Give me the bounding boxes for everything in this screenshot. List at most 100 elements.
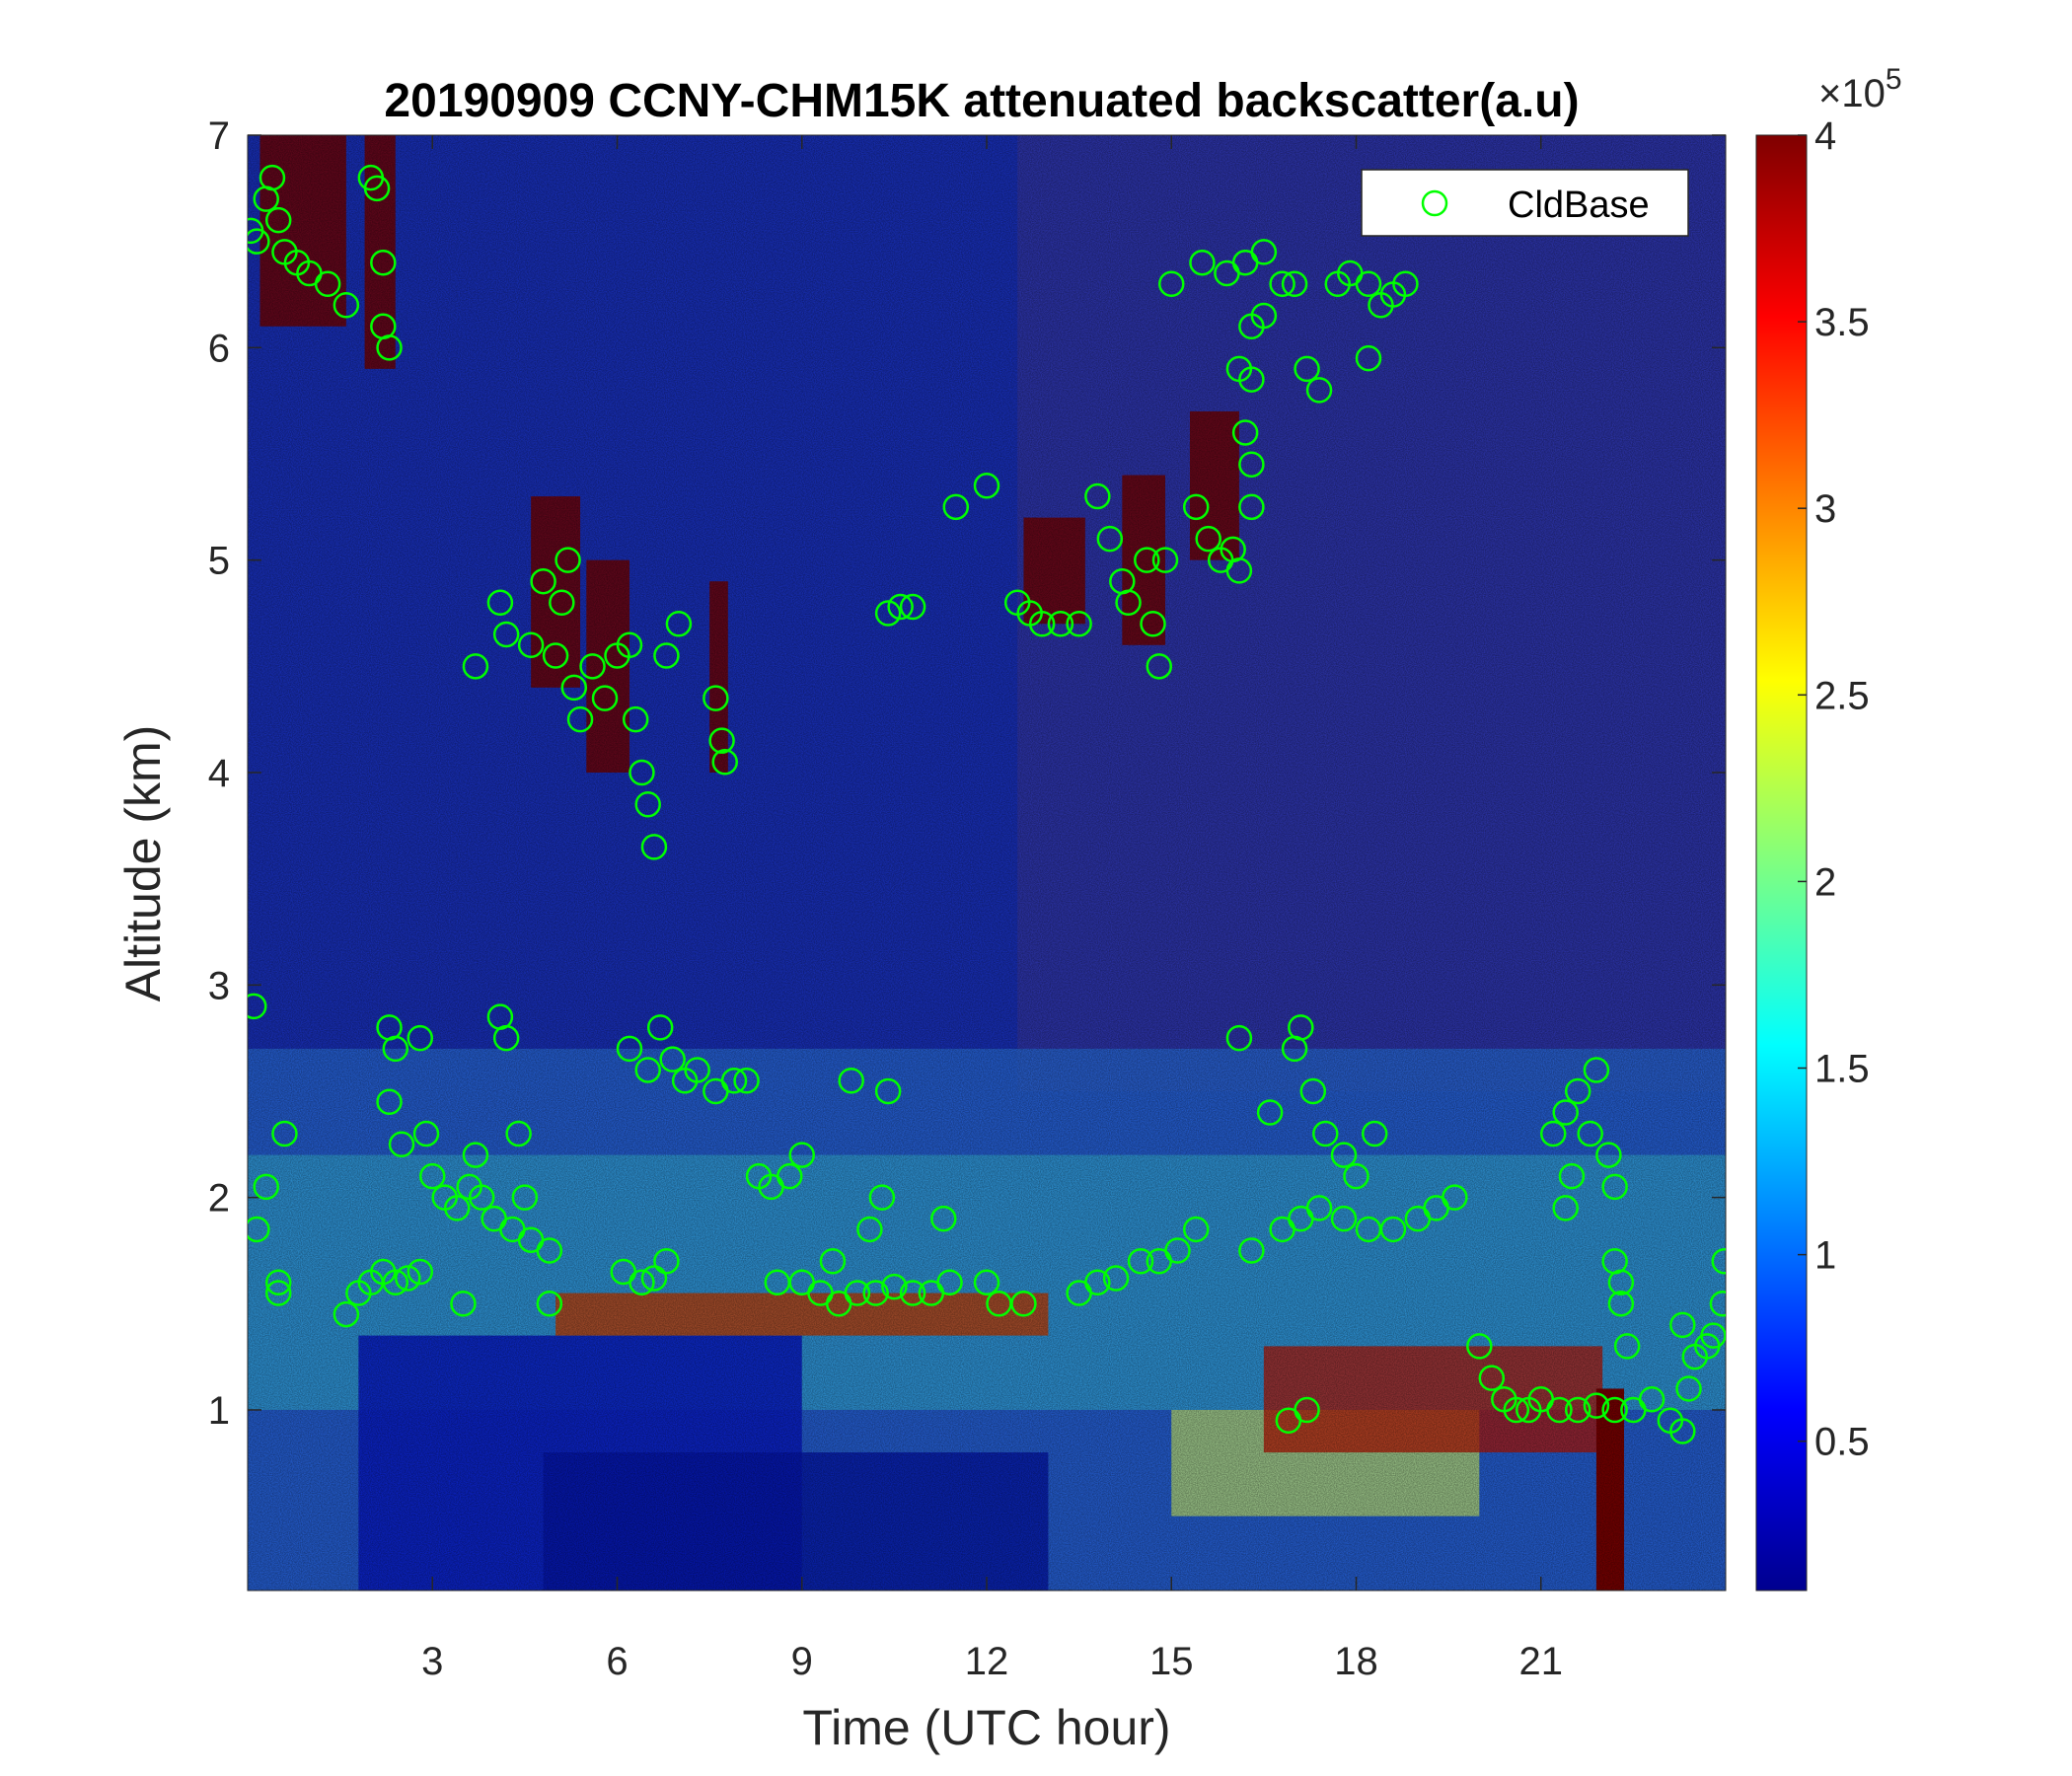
cldbase-point (1601, 1396, 1628, 1424)
cldbase-point (711, 748, 738, 776)
x-tick-label: 9 (791, 1640, 813, 1683)
cldbase-point (536, 1291, 563, 1317)
cldbase-point (1442, 1184, 1468, 1211)
legend-box (1361, 169, 1689, 237)
cldbase-point (616, 631, 643, 659)
chart-title: 20190909 CCNY-CHM15K attenuated backscat… (384, 75, 1579, 127)
cldbase-point (1577, 1120, 1603, 1147)
cldbase-point (511, 1184, 539, 1211)
cldbase-point (1288, 1014, 1314, 1041)
cldbase-point (264, 206, 292, 234)
cldbase-point (1294, 1396, 1320, 1424)
cldbase-point (1552, 1195, 1579, 1221)
cldbase-point (838, 1067, 864, 1094)
cldbase-point (665, 611, 693, 637)
legend-marker-cldbase (1421, 189, 1448, 217)
cldbase-point (259, 164, 286, 191)
cldbase-point (634, 791, 661, 818)
cldbase-point (462, 1142, 489, 1168)
cldbase-point (1238, 366, 1265, 393)
cldbase-point (862, 1280, 889, 1306)
cldbase-point (1096, 525, 1124, 553)
cldbase-point (1195, 525, 1221, 553)
cldbase-point (733, 1067, 760, 1094)
cldbase-point (419, 1162, 446, 1190)
cldbase-point (1250, 239, 1278, 265)
colorbar-exponent: ×105 (1818, 63, 1902, 115)
cldbase-point (1182, 1216, 1210, 1243)
cldbase-point (1250, 302, 1278, 330)
cldbase-point (708, 727, 735, 754)
cldbase-point (1238, 451, 1265, 479)
colorbar-tick-label: 1 (1814, 1234, 1836, 1278)
cldbase-point (936, 1269, 963, 1296)
cldbase-point (376, 1088, 403, 1115)
cldbase-point (407, 1024, 434, 1052)
cldbase-point (1127, 1247, 1154, 1275)
colorbar-exponent-base: ×10 (1818, 72, 1886, 115)
y-axis-label: Altitude (km) (115, 725, 171, 1002)
cldbase-point (468, 1184, 495, 1211)
cldbase-point (640, 1265, 668, 1292)
cldbase-point (1669, 1311, 1696, 1339)
y-tick-label: 1 (208, 1389, 230, 1433)
cldbase-point (1134, 547, 1160, 573)
cldbase-point (363, 175, 391, 202)
x-tick-label: 21 (1519, 1640, 1564, 1683)
cldbase-point (1305, 1195, 1333, 1221)
cldbase-point (333, 1300, 360, 1328)
cldbase-point (1607, 1291, 1635, 1317)
y-tick-label: 3 (208, 964, 230, 1007)
cldbase-point (634, 1057, 661, 1083)
cldbase-point (1225, 1024, 1253, 1052)
cldbase-point (1256, 1099, 1284, 1126)
cldbase-point (1238, 1237, 1265, 1264)
colorbar-tick-label: 3 (1814, 487, 1836, 531)
cldbase-point (930, 1205, 957, 1232)
y-tick-label: 2 (208, 1177, 230, 1221)
cldbase-point (450, 1291, 477, 1317)
cldbase-point (1305, 377, 1333, 404)
cldbase-point (264, 1269, 292, 1296)
cldbase-point (1299, 1077, 1327, 1105)
cldbase-point (492, 621, 520, 648)
cldbase-point (1281, 270, 1308, 297)
cldbase-point (640, 834, 668, 860)
cldbase-point (579, 653, 606, 680)
cldbase-point (549, 589, 575, 616)
cldbase-point (1182, 493, 1210, 521)
cldbase-point (505, 1120, 532, 1147)
colorbar-exponent-power: 5 (1886, 63, 1902, 96)
x-tick-label: 18 (1334, 1640, 1378, 1683)
cldbase-point (376, 334, 403, 361)
cldbase-point (1595, 1142, 1622, 1168)
cldbase-point (1312, 1120, 1339, 1147)
cldbase-point (819, 1247, 847, 1275)
colorbar-ticks: 0.5 1 1.5 2 2.5 3 3.5 4 (1798, 114, 1870, 1464)
cldbase-point (1028, 611, 1056, 637)
cldbase-point (646, 1014, 674, 1041)
cldbase-point (1330, 1205, 1358, 1232)
colorbar-tick-label: 2.5 (1814, 674, 1870, 717)
cldbase-point (248, 993, 267, 1020)
cldbase-point (1564, 1396, 1591, 1424)
cldbase-point (517, 631, 545, 659)
cldbase-point (1700, 1322, 1726, 1349)
cldbase-point (788, 1142, 815, 1168)
cldbase-point (1478, 1365, 1506, 1391)
cldbase-point (973, 1269, 1000, 1296)
cldbase-point (1146, 653, 1173, 680)
x-tick-label: 3 (421, 1640, 443, 1683)
cldbase-point (1115, 589, 1142, 616)
cldbase-point (1010, 1291, 1037, 1317)
cldbase-point (542, 642, 569, 669)
legend-label-cldbase: CldBase (1508, 185, 1650, 226)
cldbase-point (629, 759, 655, 786)
cldbase-point (370, 249, 397, 276)
cldbase-point (1675, 1375, 1702, 1402)
cldbase-point (314, 270, 341, 297)
cldbase-point (1552, 1099, 1579, 1126)
cldbase-point (1546, 1396, 1573, 1424)
cldbase-point (1379, 1216, 1407, 1243)
colorbar-tick-label: 3.5 (1814, 301, 1870, 344)
